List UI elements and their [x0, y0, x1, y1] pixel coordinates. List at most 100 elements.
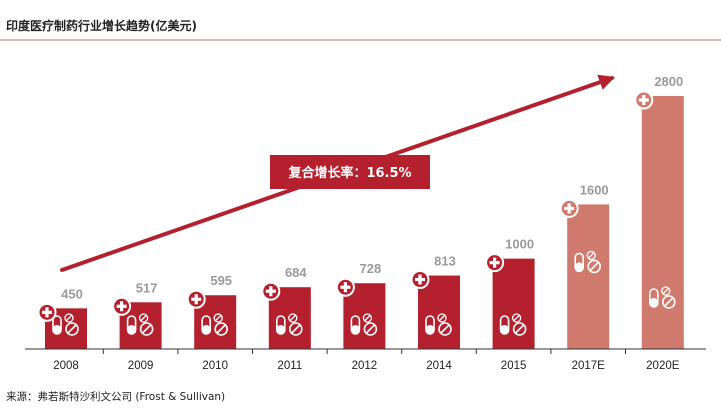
pills-icon	[201, 313, 228, 336]
chart-title: 印度医疗制药行业增长趋势(亿美元)	[6, 18, 197, 33]
tablet-score	[440, 324, 450, 334]
capsule-fill	[649, 298, 658, 307]
pills-icon	[648, 286, 676, 309]
capsule-fill	[500, 325, 509, 334]
small-tablet-score	[588, 252, 595, 259]
tablet-score	[589, 261, 599, 271]
medical-plus-icon	[634, 90, 654, 110]
small-tablet-score	[215, 315, 222, 321]
capsule-fill	[575, 262, 584, 272]
tablet-outline	[139, 322, 154, 336]
pills-icon	[350, 313, 378, 336]
tablet-outline	[363, 322, 378, 336]
value-label-2010: 595	[210, 273, 232, 288]
x-axis-ticks: 2008 2009 2010 2011 2012 2014 2015 2017E 2020E	[53, 349, 680, 372]
medical-plus-icon	[37, 302, 57, 322]
small-tablet-outline	[64, 313, 74, 323]
plus-badge-v	[567, 203, 571, 214]
capsule-fill	[426, 325, 434, 334]
tick-label-2010: 2010	[202, 360, 228, 372]
tablet-outline	[438, 322, 452, 336]
tablet-outline	[512, 322, 527, 336]
capsule-fill	[351, 325, 360, 334]
tablet-score	[67, 324, 77, 334]
medical-plus-icon	[559, 198, 579, 218]
tick-label-2011: 2011	[277, 360, 302, 372]
capsule-fill	[276, 325, 285, 334]
pills-icon	[275, 313, 303, 336]
tick-label-2012: 2012	[352, 360, 378, 372]
medical-plus-icon	[410, 270, 430, 290]
tick-label-2008: 2008	[53, 360, 79, 372]
value-label-2011: 684	[285, 265, 307, 280]
pills-icon	[425, 313, 452, 336]
plus-badge-v	[120, 301, 124, 312]
pills-icon	[126, 313, 154, 336]
tablet-outline	[661, 295, 676, 309]
tick-label-2009: 2009	[128, 360, 154, 372]
value-label-2017E: 1600	[580, 182, 609, 197]
small-tablet-score	[66, 315, 72, 321]
small-tablet-score	[140, 315, 147, 321]
tablet-outline	[214, 322, 228, 336]
tablet-outline	[587, 259, 602, 274]
tablet-score	[515, 324, 525, 334]
tick-label-2015: 2015	[501, 360, 527, 372]
small-tablet-outline	[661, 286, 671, 296]
value-label-2014: 813	[434, 254, 456, 269]
tablet-score	[142, 324, 152, 334]
plus-badge-v	[343, 282, 347, 293]
small-tablet-outline	[362, 313, 373, 323]
tablet-outline	[65, 322, 79, 336]
medical-plus-icon	[485, 253, 505, 273]
tick-label-2014: 2014	[426, 360, 452, 372]
tablet-score	[291, 324, 301, 334]
medical-plus-icon	[261, 281, 281, 301]
bar-series: 450 517 595 684 728 813 1000 1600 2800	[37, 74, 684, 349]
plus-badge-v	[194, 294, 198, 305]
tablet-score	[664, 297, 674, 307]
bar-2017E	[567, 204, 610, 349]
small-tablet-outline	[213, 313, 223, 323]
tablet-score	[365, 324, 375, 334]
tick-label-2020E: 2020E	[646, 360, 680, 372]
small-tablet-outline	[437, 313, 447, 323]
capsule-fill	[53, 325, 61, 334]
medical-plus-icon	[186, 289, 206, 309]
value-label-2012: 728	[360, 261, 382, 276]
pills-icon	[52, 313, 79, 336]
tick-label-2017E: 2017E	[572, 360, 606, 372]
plus-badge-v	[418, 274, 422, 285]
bar-2020E	[641, 96, 684, 349]
plus-badge-v	[45, 307, 49, 318]
small-tablet-score	[439, 315, 445, 321]
plus-badge-v	[493, 257, 497, 268]
bar-2014	[418, 275, 460, 349]
small-tablet-outline	[511, 313, 522, 323]
cagr-label: 复合增长率：16.5%	[287, 165, 411, 181]
small-tablet-outline	[586, 250, 596, 261]
small-tablet-score	[662, 288, 669, 294]
value-label-2015: 1000	[505, 237, 534, 252]
pills-icon	[574, 250, 602, 274]
bar-2015	[492, 258, 535, 349]
small-tablet-outline	[288, 313, 298, 323]
small-tablet-score	[513, 315, 520, 321]
pills-icon	[499, 313, 527, 336]
medical-plus-icon	[112, 296, 132, 316]
plus-badge-v	[642, 95, 646, 105]
cagr-label-box	[270, 155, 430, 189]
source-note: 来源：弗若斯特沙利文公司 (Frost & Sullivan)	[6, 390, 225, 403]
tablet-score	[216, 324, 226, 334]
small-tablet-score	[289, 315, 296, 321]
capsule-fill	[202, 325, 211, 334]
plus-badge-v	[269, 286, 273, 297]
value-label-2008: 450	[61, 286, 83, 301]
medical-plus-icon	[335, 277, 355, 297]
tablet-outline	[288, 322, 303, 336]
value-label-2020E: 2800	[654, 74, 683, 89]
capsule-fill	[127, 325, 136, 334]
small-tablet-score	[364, 315, 371, 321]
